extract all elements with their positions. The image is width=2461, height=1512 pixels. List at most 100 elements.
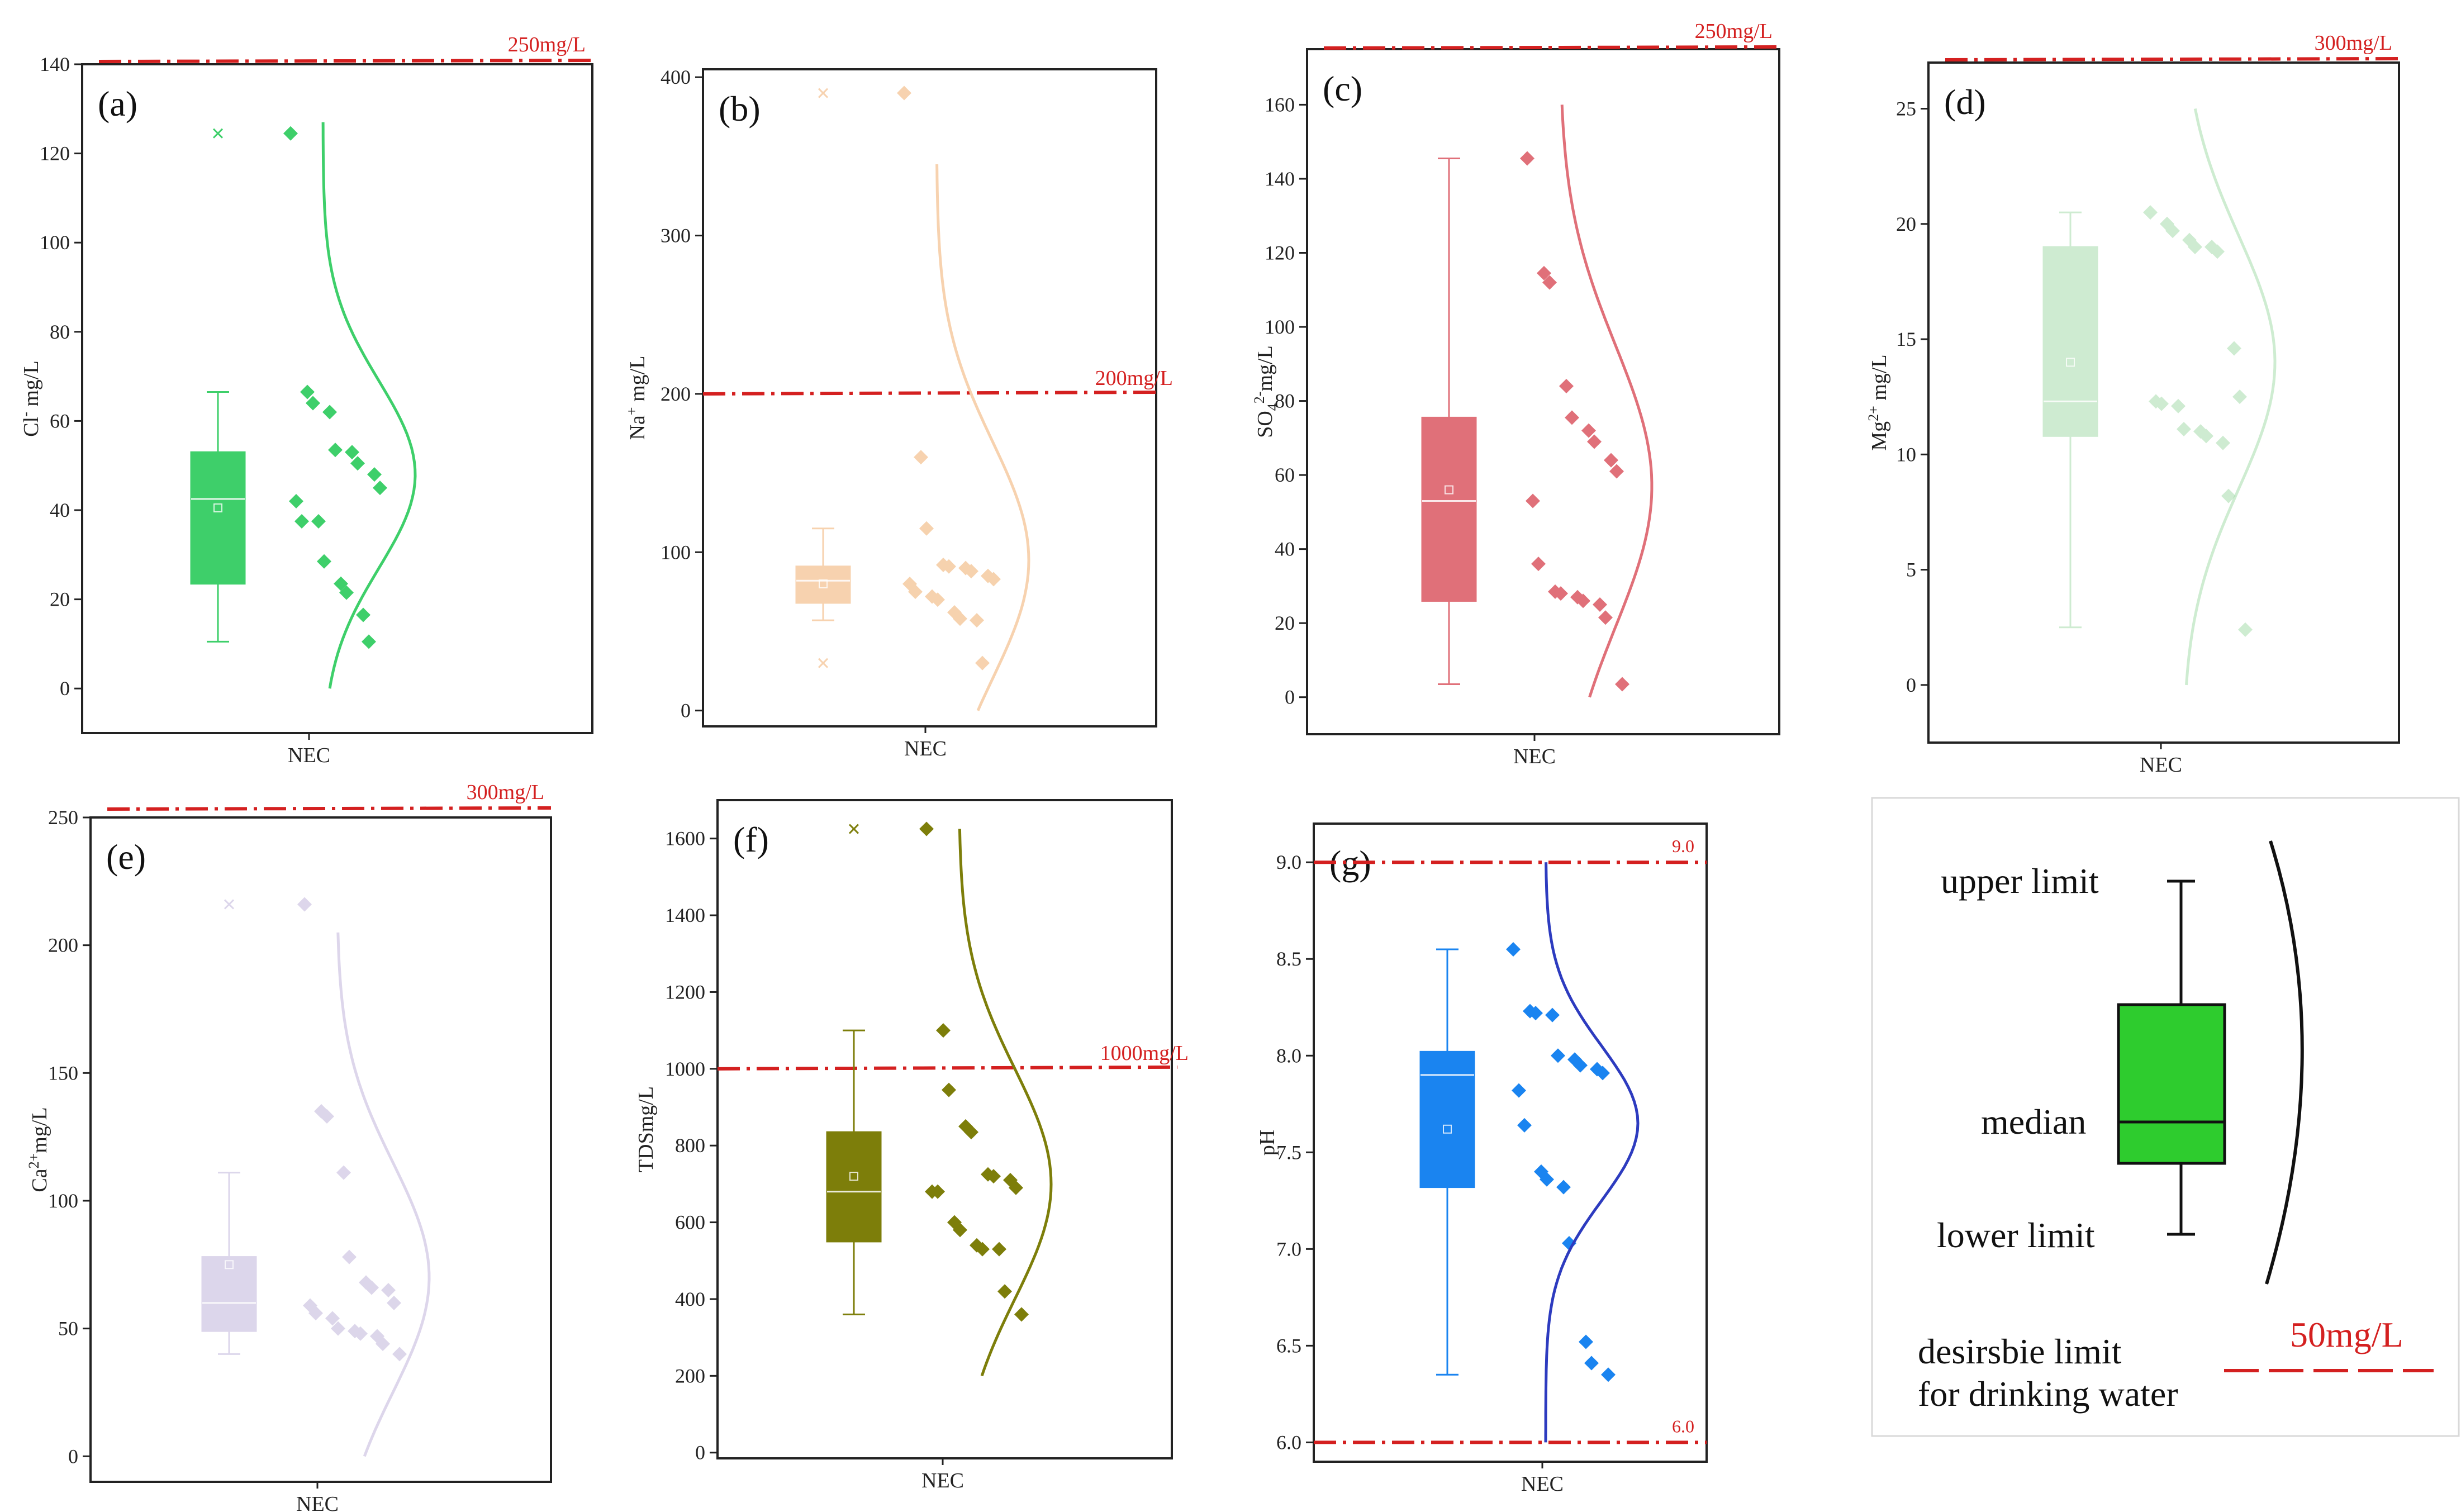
data-point	[1581, 423, 1596, 438]
mean-marker	[819, 579, 828, 588]
data-point	[387, 1295, 401, 1310]
limit-label: 300mg/L	[2315, 31, 2392, 55]
data-point	[2221, 488, 2236, 503]
data-point	[1615, 677, 1629, 692]
y-tick-label: 100	[40, 231, 70, 254]
iqr-box	[1419, 1050, 1475, 1188]
panel-label: (f)	[733, 820, 769, 859]
data-point	[914, 450, 928, 465]
data-point	[331, 1321, 345, 1336]
y-tick-label: 100	[661, 541, 691, 563]
y-tick-label: 5	[1906, 559, 1916, 581]
iqr-box	[2042, 246, 2098, 437]
plot-frame	[81, 63, 593, 734]
data-point	[897, 85, 911, 101]
distribution-curve	[2185, 108, 2277, 686]
y-tick-label: 1600	[665, 828, 705, 850]
y-tick-label: 200	[675, 1364, 705, 1387]
data-point	[353, 1326, 368, 1341]
data-point	[2238, 622, 2253, 637]
legend-drinking-water-label: for drinking water	[1918, 1374, 2178, 1414]
y-tick-label: 6.5	[1276, 1334, 1301, 1357]
data-point	[1593, 597, 1607, 612]
distribution-curve	[958, 829, 1053, 1377]
box-plot	[190, 128, 246, 643]
y-axis-label: Cl- mg/L	[17, 360, 43, 436]
y-tick-label: 20	[1275, 612, 1295, 634]
outlier-marker	[212, 128, 224, 139]
y-tick-label: 140	[40, 53, 70, 75]
limit-line	[702, 390, 1162, 396]
y-axis-label: Ca2+mg/L	[26, 1107, 51, 1192]
data-point	[322, 405, 337, 420]
legend-median-label: median	[1981, 1102, 2086, 1142]
panel-label: (a)	[98, 84, 137, 123]
y-tick-label: 100	[48, 1190, 78, 1212]
legend-sample-limit-label: 50mg/L	[2290, 1315, 2403, 1354]
x-category-label: NEC	[296, 1492, 339, 1512]
data-point	[373, 481, 387, 496]
x-category-label: NEC	[288, 744, 330, 767]
panel-label: (c)	[1323, 69, 1362, 108]
y-tick-label: 1000	[665, 1058, 705, 1080]
limit-label: 6.0	[1672, 1416, 1694, 1436]
data-point	[1598, 610, 1613, 625]
y-tick-label: 40	[50, 499, 70, 521]
data-point	[2199, 429, 2213, 444]
chart-panel-a: 0 20 40 60 80 100 120 140 NEC (a) Cl- mg/L 250mg/L	[17, 33, 593, 767]
iqr-box	[1421, 416, 1477, 602]
distribution-curve	[321, 122, 417, 689]
data-point	[381, 1283, 396, 1298]
data-point	[1542, 275, 1557, 290]
y-axis-label: SO42-mg/L	[1251, 345, 1281, 438]
y-tick-label: 0	[681, 700, 691, 722]
y-axis-label: Mg2+ mg/L	[1865, 354, 1891, 450]
data-point	[975, 1242, 990, 1257]
y-tick-label: 1200	[665, 981, 705, 1003]
x-category-label: NEC	[2140, 753, 2182, 777]
y-axis-label: pH	[1256, 1130, 1279, 1156]
y-tick-label: 250	[48, 806, 78, 829]
plot-frame	[716, 799, 1173, 1459]
y-tick-label: 7.5	[1276, 1141, 1301, 1163]
limit-label: 300mg/L	[467, 781, 544, 804]
y-tick-label: 8.5	[1276, 948, 1301, 970]
y-tick-label: 150	[48, 1062, 78, 1084]
data-point	[1520, 151, 1534, 166]
limit-label: 250mg/L	[1695, 20, 1773, 43]
data-point	[986, 1169, 1001, 1184]
y-tick-label: 100	[1265, 316, 1295, 338]
y-axis-label: Na+ mg/L	[624, 356, 649, 440]
panel-label: (e)	[106, 837, 146, 877]
data-point	[2216, 435, 2230, 450]
data-point	[1604, 453, 1618, 468]
data-point	[1584, 1356, 1599, 1371]
plot-frame	[89, 816, 552, 1483]
data-point	[1601, 1367, 1616, 1382]
data-point	[356, 607, 370, 622]
y-tick-label: 15	[1896, 328, 1916, 350]
data-point	[1014, 1307, 1029, 1322]
legend-distribution-curve	[2265, 840, 2304, 1285]
y-tick-label: 400	[661, 66, 691, 88]
legend-lower-limit-label: lower limit	[1937, 1215, 2095, 1255]
iqr-box	[201, 1256, 257, 1332]
box-plot	[795, 88, 851, 668]
data-point	[942, 559, 956, 574]
box-plot	[1421, 157, 1477, 686]
limit-label: 9.0	[1672, 836, 1694, 856]
y-tick-label: 800	[675, 1134, 705, 1157]
data-point	[1517, 1118, 1532, 1133]
data-point	[2143, 205, 2158, 220]
y-tick-label: 7.0	[1276, 1238, 1301, 1260]
y-tick-label: 0	[1906, 674, 1916, 696]
x-category-label: NEC	[904, 737, 947, 760]
mean-marker	[849, 1172, 858, 1181]
data-point	[1545, 1007, 1560, 1023]
data-point	[2154, 396, 2169, 411]
data-point	[908, 584, 923, 600]
data-point	[2188, 240, 2202, 255]
y-tick-label: 1400	[665, 904, 705, 926]
y-tick-label: 120	[40, 142, 70, 165]
panel-label: (d)	[1944, 82, 1986, 122]
